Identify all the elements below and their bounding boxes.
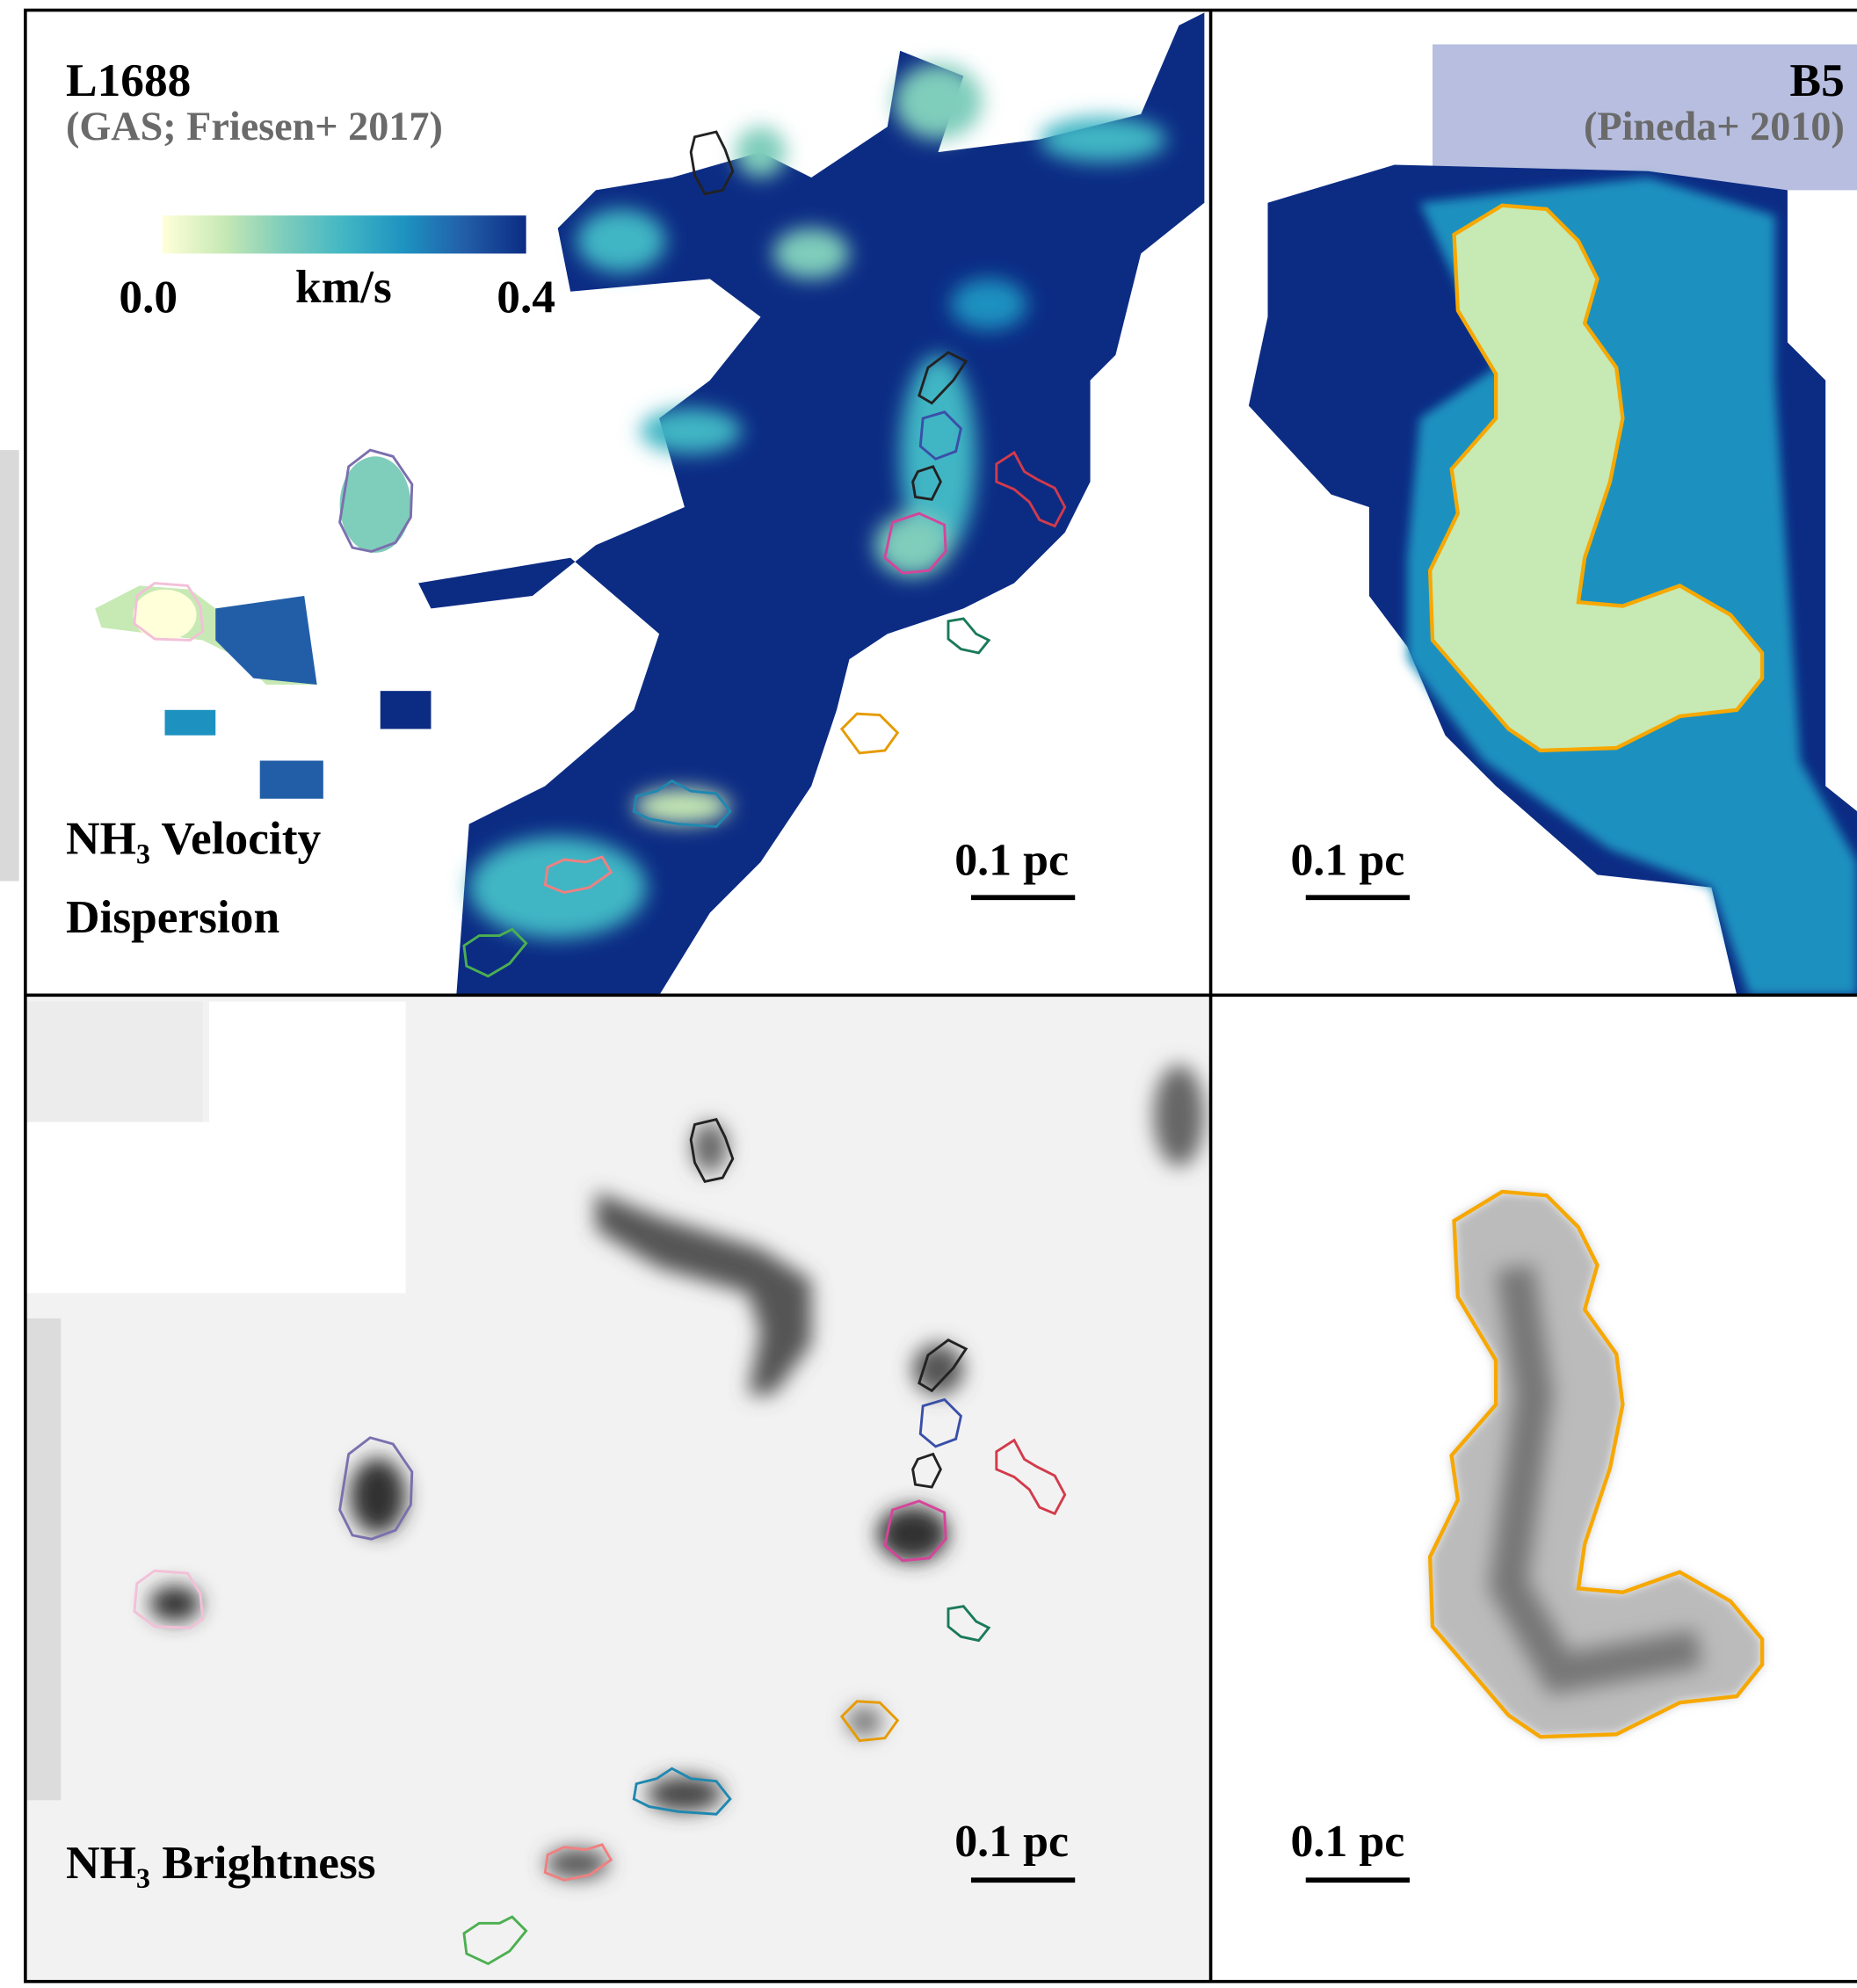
b5-brightness-map xyxy=(1430,1192,1762,1737)
cropped-tab xyxy=(0,450,19,881)
figure-content: km/s L1688 (GAS; Friesen+ 2017) NH₃ Velo… xyxy=(0,11,1857,1982)
panel-title: L1688 xyxy=(66,54,191,106)
colorbar-tick-label: 0.0 xyxy=(119,271,178,323)
panel-label: NH₃ Velocity xyxy=(66,812,322,865)
scale-bar-label: 0.1 pc xyxy=(1290,1817,1404,1867)
panel-label: Dispersion xyxy=(66,890,279,943)
scale-bar-label: 0.1 pc xyxy=(954,836,1069,886)
panel-title: B5 xyxy=(1790,54,1845,106)
scale-bar-label: 0.1 pc xyxy=(954,1817,1069,1867)
figure: km/s L1688 (GAS; Friesen+ 2017) NH₃ Velo… xyxy=(0,0,1857,1988)
blob xyxy=(340,456,411,553)
colorbar xyxy=(163,215,526,253)
panel-label: NH₃ Brightness xyxy=(66,1836,376,1889)
panel-subtitle: (Pineda+ 2010) xyxy=(1584,104,1845,149)
panel-subtitle: (GAS; Friesen+ 2017) xyxy=(66,104,443,149)
scale-bar-label: 0.1 pc xyxy=(1290,836,1404,886)
colorbar-tick-label: 0.4 xyxy=(497,271,555,323)
colorbar-unit: km/s xyxy=(295,260,392,313)
